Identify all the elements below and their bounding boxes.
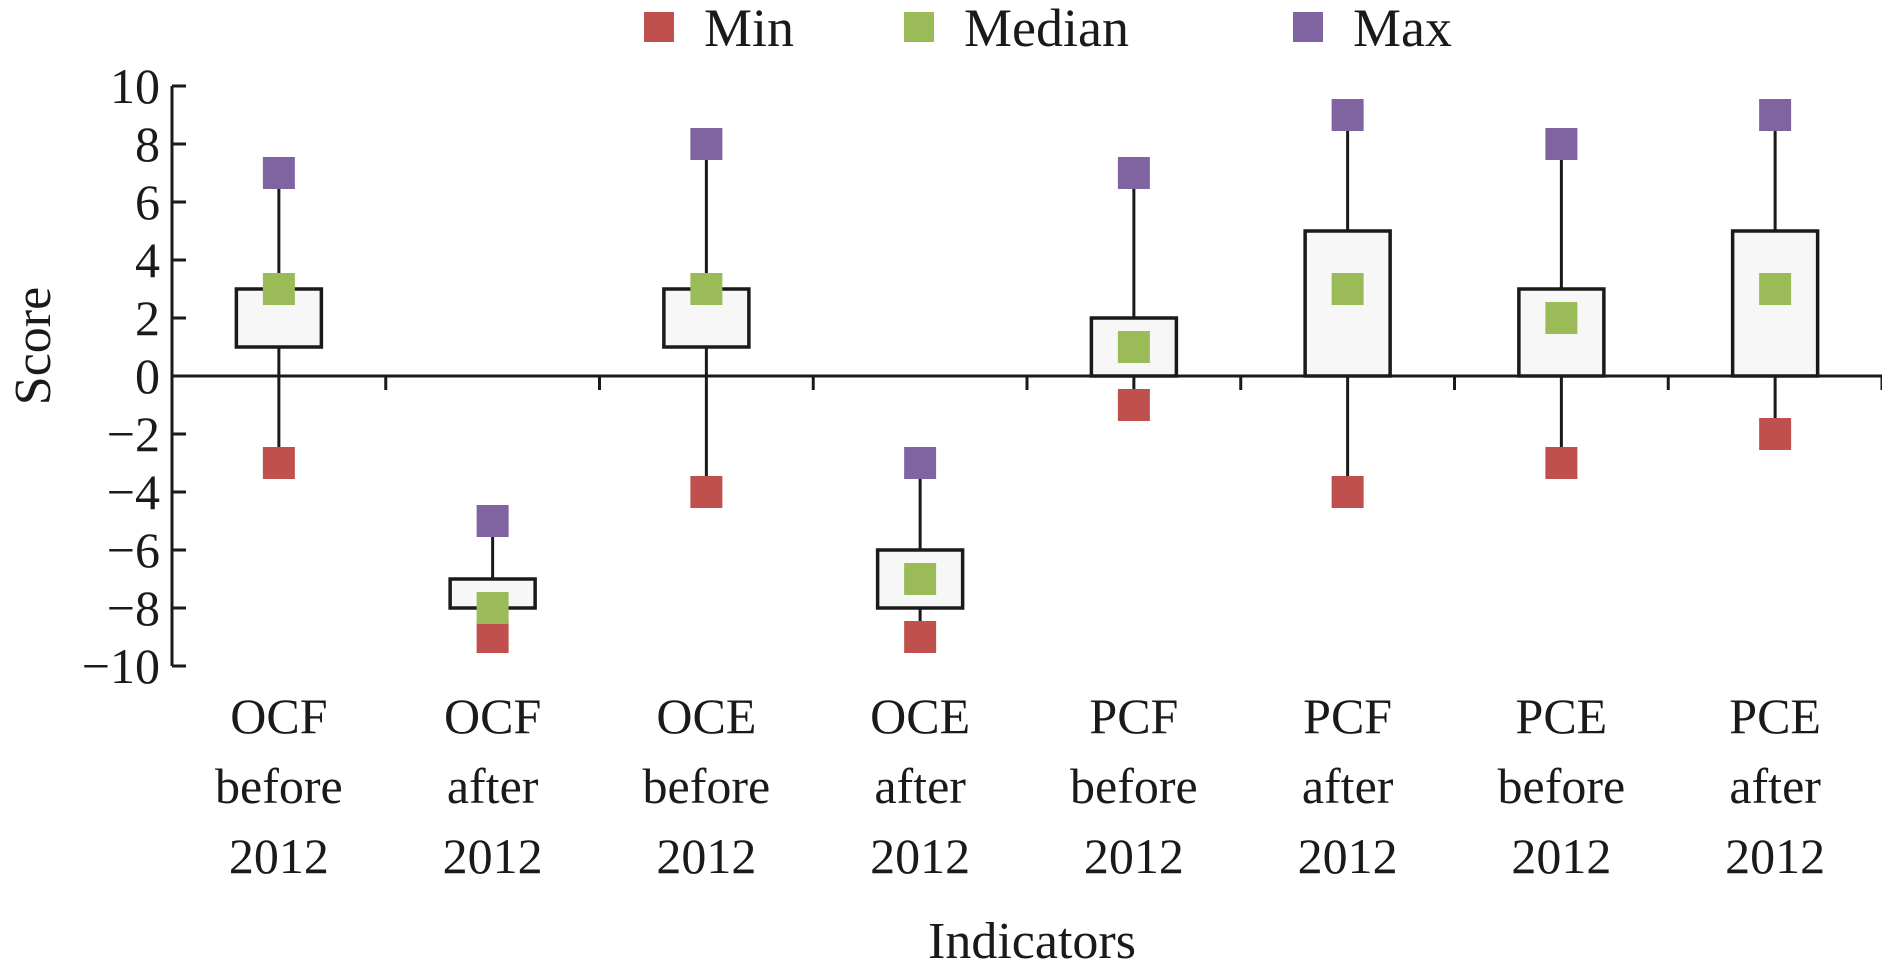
- median-marker: [476, 592, 509, 624]
- category-label-line: PCF: [1303, 688, 1392, 744]
- median-marker: [904, 563, 937, 595]
- legend: Min Median Max: [644, 0, 1452, 58]
- min-marker: [476, 621, 509, 653]
- category-label: OCF before 2012: [215, 688, 343, 884]
- category-label-line: PCE: [1729, 688, 1821, 744]
- category-label-line: 2012: [870, 828, 970, 884]
- legend-label-max: Max: [1353, 0, 1452, 58]
- category-label: PCE before 2012: [1498, 688, 1626, 884]
- max-marker: [1331, 99, 1364, 131]
- y-axis-title: Score: [5, 287, 62, 405]
- legend-swatch-max: [1293, 12, 1323, 42]
- y-tick-label: 8: [135, 116, 160, 172]
- max-marker: [1117, 157, 1150, 189]
- x-axis-title: Indicators: [928, 913, 1136, 970]
- category-label-line: before: [215, 758, 343, 814]
- y-tick-label: 6: [135, 174, 160, 230]
- category-label: OCE after 2012: [870, 688, 970, 884]
- category-label-line: 2012: [443, 828, 543, 884]
- min-marker: [904, 621, 937, 653]
- median-marker: [262, 273, 295, 305]
- category-label-line: after: [1302, 758, 1394, 814]
- category-label-line: before: [643, 758, 771, 814]
- category-label-line: 2012: [1511, 828, 1611, 884]
- max-marker: [690, 128, 723, 160]
- legend-label-min: Min: [704, 0, 794, 58]
- category-label: OCF after 2012: [443, 688, 543, 884]
- category-label-line: OCE: [656, 688, 756, 744]
- category-label-line: PCF: [1089, 688, 1178, 744]
- category-label-line: OCF: [444, 688, 541, 744]
- min-marker: [1545, 447, 1578, 479]
- category-label-line: PCE: [1516, 688, 1608, 744]
- legend-swatch-min: [644, 12, 674, 42]
- y-tick-label: 4: [135, 232, 160, 288]
- median-marker: [1331, 273, 1364, 305]
- category-label: PCF after 2012: [1298, 688, 1398, 884]
- plot-area: [234, 99, 1820, 653]
- category-label: OCE before 2012: [643, 688, 771, 884]
- category-label-line: before: [1498, 758, 1626, 814]
- max-marker: [1545, 128, 1578, 160]
- category-label-line: 2012: [1298, 828, 1398, 884]
- category-label: PCE after 2012: [1725, 688, 1825, 884]
- min-marker: [690, 476, 723, 508]
- y-tick-label: 0: [135, 348, 160, 404]
- y-tick-label: −4: [107, 464, 160, 520]
- max-marker: [1759, 99, 1792, 131]
- max-marker: [262, 157, 295, 189]
- min-marker: [1117, 389, 1150, 421]
- min-marker: [1331, 476, 1364, 508]
- category-label-line: after: [447, 758, 539, 814]
- category-label-line: 2012: [1084, 828, 1184, 884]
- category-label-line: after: [1729, 758, 1821, 814]
- y-tick-label: 10: [110, 58, 160, 114]
- category-label-line: 2012: [229, 828, 329, 884]
- median-marker: [1759, 273, 1792, 305]
- min-marker: [1759, 418, 1792, 450]
- category-label-line: after: [874, 758, 966, 814]
- median-marker: [1545, 302, 1578, 334]
- category-label-line: 2012: [656, 828, 756, 884]
- max-marker: [904, 447, 937, 479]
- median-marker: [1117, 331, 1150, 363]
- category-label-line: before: [1070, 758, 1198, 814]
- category-label-line: OCF: [230, 688, 327, 744]
- y-tick-label: −8: [107, 580, 160, 636]
- y-tick-label: −2: [107, 406, 160, 462]
- min-marker: [262, 447, 295, 479]
- y-tick-label: −6: [107, 522, 160, 578]
- legend-swatch-median: [904, 12, 934, 42]
- median-marker: [690, 273, 723, 305]
- y-tick-label: −10: [82, 638, 160, 694]
- category-label-line: OCE: [870, 688, 970, 744]
- max-marker: [476, 505, 509, 537]
- y-tick-label: 2: [135, 290, 160, 346]
- legend-label-median: Median: [964, 0, 1129, 58]
- category-label-line: 2012: [1725, 828, 1825, 884]
- category-label: PCF before 2012: [1070, 688, 1198, 884]
